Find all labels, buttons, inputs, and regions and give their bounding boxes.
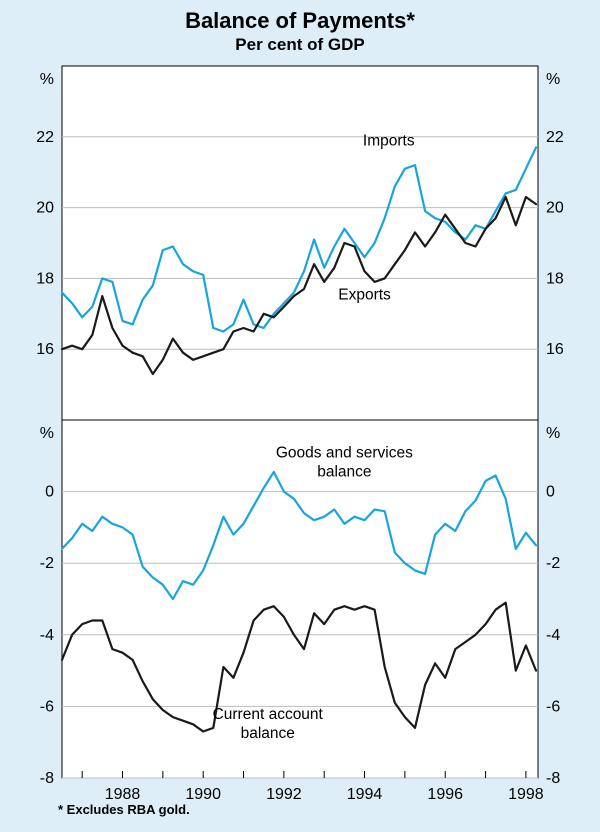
svg-text:Imports: Imports	[363, 133, 415, 150]
svg-text:16: 16	[36, 341, 54, 358]
svg-text:-8: -8	[40, 770, 54, 787]
svg-text:1988: 1988	[105, 786, 141, 803]
svg-text:%: %	[40, 71, 54, 88]
svg-text:18: 18	[36, 270, 54, 287]
svg-text:1990: 1990	[185, 786, 221, 803]
svg-text:-2: -2	[546, 555, 560, 572]
svg-text:-6: -6	[40, 698, 54, 715]
svg-text:-6: -6	[546, 698, 560, 715]
svg-text:-8: -8	[546, 770, 560, 787]
svg-text:-2: -2	[40, 555, 54, 572]
svg-text:Exports: Exports	[338, 287, 391, 304]
svg-text:0: 0	[45, 484, 54, 501]
svg-text:20: 20	[36, 200, 54, 217]
svg-text:-4: -4	[40, 627, 54, 644]
chart-subtitle: Per cent of GDP	[235, 35, 365, 54]
svg-text:18: 18	[546, 270, 564, 287]
svg-text:1994: 1994	[347, 786, 383, 803]
svg-text:Current account: Current account	[213, 706, 324, 723]
svg-text:1992: 1992	[266, 786, 302, 803]
svg-text:0: 0	[546, 484, 555, 501]
title-block: Balance of Payments* Per cent of GDP	[0, 8, 600, 55]
chart-title: Balance of Payments*	[185, 8, 415, 33]
svg-text:balance: balance	[241, 725, 295, 742]
svg-text:Goods and services: Goods and services	[276, 445, 413, 462]
svg-text:%: %	[546, 425, 560, 442]
svg-text:%: %	[546, 71, 560, 88]
svg-text:balance: balance	[317, 464, 371, 481]
svg-text:%: %	[40, 425, 54, 442]
svg-text:22: 22	[36, 129, 54, 146]
chart-footnote: * Excludes RBA gold.	[58, 802, 190, 817]
svg-text:1996: 1996	[427, 786, 463, 803]
svg-text:16: 16	[546, 341, 564, 358]
svg-text:22: 22	[546, 129, 564, 146]
svg-text:1998: 1998	[508, 786, 544, 803]
svg-text:20: 20	[546, 200, 564, 217]
svg-text:-4: -4	[546, 627, 560, 644]
